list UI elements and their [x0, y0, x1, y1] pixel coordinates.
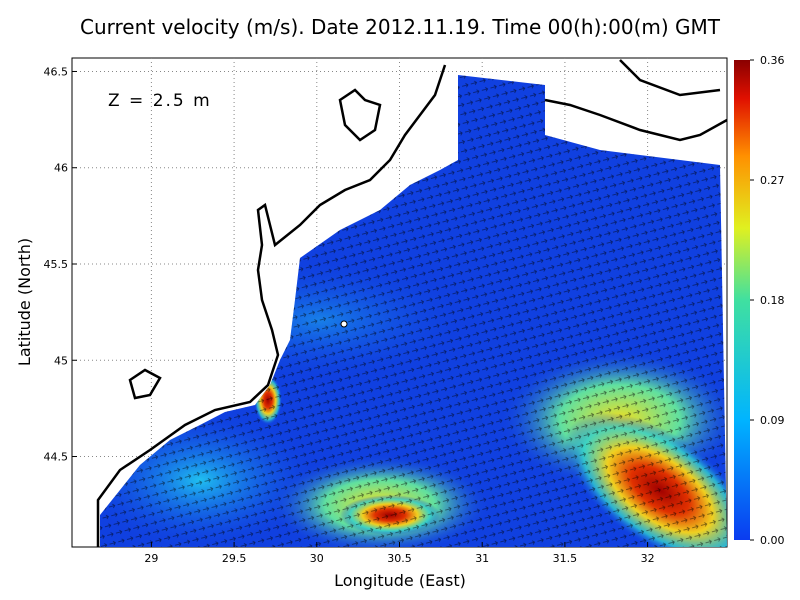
y-tick-label: 46.5 — [44, 65, 69, 78]
y-tick-label: 45 — [54, 354, 68, 367]
x-tick-label: 30 — [310, 552, 324, 565]
x-tick-label: 30.5 — [387, 552, 412, 565]
x-axis-label: Longitude (East) — [334, 571, 466, 590]
y-tick-label: 45.5 — [44, 258, 69, 271]
coastline — [96, 59, 728, 547]
x-tick-label: 31.5 — [553, 552, 578, 565]
x-tick-label: 31 — [475, 552, 489, 565]
annotation: Z = 2.5 m — [108, 91, 212, 111]
island — [340, 320, 348, 328]
y-tick-label: 44.5 — [44, 451, 69, 464]
colorbar-tick-label: 0.00 — [760, 534, 785, 547]
y-axis-label: Latitude (North) — [15, 238, 34, 366]
y-tick-label: 46 — [54, 162, 68, 175]
colorbar-tick-label: 0.36 — [760, 54, 785, 67]
colorbar-tick-label: 0.09 — [760, 414, 785, 427]
colorbar-tick-label: 0.27 — [760, 174, 785, 187]
colorbar-tick-label: 0.18 — [760, 294, 785, 307]
x-tick-label: 29 — [144, 552, 158, 565]
x-tick-label: 32 — [641, 552, 655, 565]
x-tick-label: 29.5 — [222, 552, 247, 565]
chart-title: Current velocity (m/s). Date 2012.11.19.… — [80, 15, 721, 39]
colorbar — [734, 60, 750, 540]
